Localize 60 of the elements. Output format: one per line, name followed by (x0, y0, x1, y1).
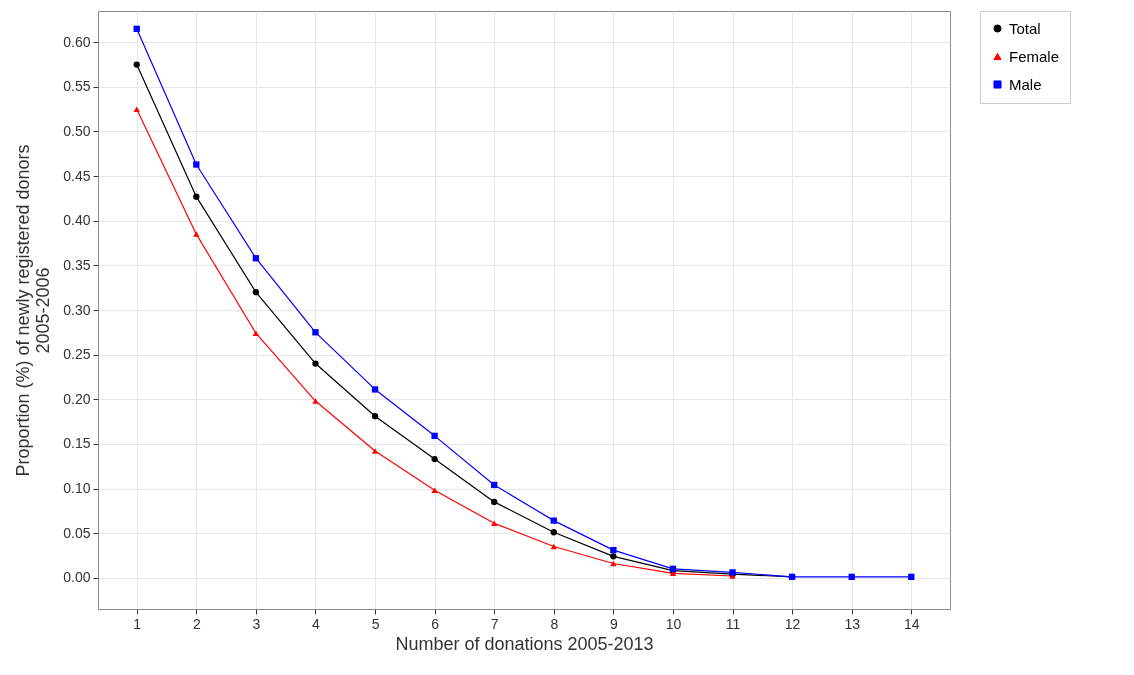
point (133, 25, 140, 33)
point (252, 330, 260, 336)
y-tick-label: 0.25 (63, 346, 91, 363)
legend-label: Male (1009, 75, 1042, 93)
point (610, 553, 617, 560)
y-tick-label: 0.10 (63, 480, 91, 497)
x-axis-title: Number of donations 2005-2013 (395, 633, 654, 654)
x-tick-label: 10 (665, 615, 682, 632)
point (252, 288, 260, 296)
point (550, 529, 557, 536)
x-tick-label: 8 (550, 615, 559, 632)
y-tick-label: 0.20 (63, 390, 91, 407)
y-tick-label: 0.05 (63, 524, 91, 541)
x-tick-label: 3 (252, 615, 261, 632)
y-axis-title: Proportion (%) of newly registered donors 2005-2006 (13, 144, 54, 477)
legend-label: Total (1009, 19, 1041, 37)
point (491, 498, 498, 506)
point (491, 520, 498, 527)
x-tick-label: 12 (784, 615, 801, 632)
y-tick-label: 0.40 (63, 212, 91, 229)
y-tick-label: 0.45 (63, 167, 91, 184)
point (193, 161, 200, 168)
point (193, 231, 200, 237)
x-tick-label: 2 (192, 615, 201, 632)
y-tick-label: 0.55 (63, 78, 91, 95)
point (312, 329, 319, 336)
point (312, 360, 319, 367)
x-tick-label: 5 (371, 615, 380, 632)
point (491, 481, 498, 489)
y-tick-label: 0.15 (63, 435, 91, 452)
y-tick-label: 0.30 (63, 301, 91, 318)
y-tick-label: 0.50 (63, 122, 91, 139)
point (133, 106, 140, 112)
legend-label: Female (1009, 47, 1060, 65)
x-tick-label: 14 (903, 615, 920, 632)
x-tick-label: 11 (725, 615, 741, 632)
point (550, 517, 557, 524)
point (610, 560, 617, 567)
x-tick-label: 4 (312, 615, 321, 632)
point (371, 448, 379, 454)
point (431, 487, 438, 494)
point (133, 61, 140, 68)
point (193, 193, 200, 200)
y-tick-label: 0.60 (63, 33, 91, 50)
point (431, 432, 438, 440)
x-tick-label: 6 (431, 615, 440, 632)
point (908, 573, 915, 581)
point (312, 398, 319, 404)
point (610, 546, 617, 554)
x-tick-label: 9 (609, 615, 618, 632)
point (371, 386, 379, 393)
point (848, 573, 855, 581)
point (252, 255, 260, 262)
x-tick-label: 7 (490, 615, 499, 632)
x-tick-label: 1 (133, 615, 142, 632)
point (371, 413, 379, 420)
x-tick-label: 13 (844, 615, 861, 632)
y-tick-label: 0.00 (63, 569, 91, 586)
y-tick-label: 0.35 (63, 256, 91, 273)
point (431, 455, 438, 463)
